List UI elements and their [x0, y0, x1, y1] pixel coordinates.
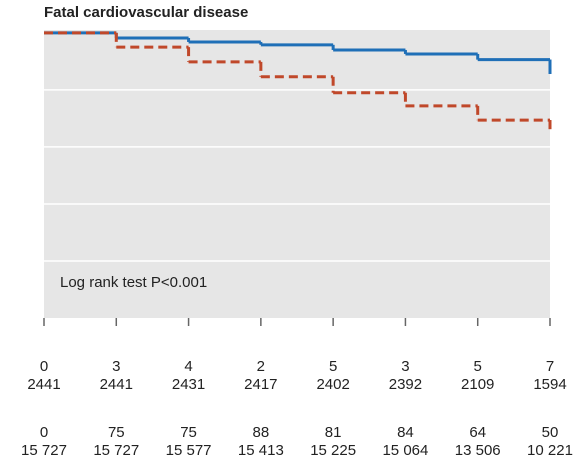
risk-table-cell: 50: [542, 424, 559, 441]
risk-table-cell: 75: [108, 424, 125, 441]
risk-table-cell: 2431: [172, 376, 205, 393]
risk-table-cell: 2: [257, 358, 265, 375]
risk-table-cell: 2441: [27, 376, 60, 393]
risk-table-cell: 10 221: [527, 442, 573, 459]
risk-table-cell: 0: [40, 358, 48, 375]
risk-table-cell: 15 577: [166, 442, 212, 459]
risk-table-cell: 15 064: [382, 442, 428, 459]
risk-table-cell: 3: [112, 358, 120, 375]
risk-table-cell: 2402: [316, 376, 349, 393]
chart-title: Fatal cardiovascular disease: [44, 4, 248, 21]
risk-table-cell: 15 413: [238, 442, 284, 459]
risk-table-cell: 7: [546, 358, 554, 375]
risk-table-cell: 13 506: [455, 442, 501, 459]
risk-table-cell: 15 727: [21, 442, 67, 459]
risk-table-cell: 88: [253, 424, 270, 441]
annotation: Log rank test P<0.001: [60, 274, 207, 291]
risk-table-cell: 2109: [461, 376, 494, 393]
risk-table-cell: 2392: [389, 376, 422, 393]
risk-table-cell: 5: [329, 358, 337, 375]
risk-table-cell: 4: [184, 358, 192, 375]
risk-table-cell: 15 225: [310, 442, 356, 459]
risk-table-cell: 2417: [244, 376, 277, 393]
risk-table-cell: 3: [401, 358, 409, 375]
risk-table-cell: 2441: [100, 376, 133, 393]
risk-table-cell: 75: [180, 424, 197, 441]
risk-table-cell: 15 727: [93, 442, 139, 459]
risk-table-cell: 81: [325, 424, 342, 441]
risk-table-cell: 0: [40, 424, 48, 441]
risk-table-cell: 84: [397, 424, 414, 441]
risk-table-cell: 5: [474, 358, 482, 375]
risk-table-cell: 64: [469, 424, 486, 441]
risk-table-cell: 1594: [533, 376, 566, 393]
